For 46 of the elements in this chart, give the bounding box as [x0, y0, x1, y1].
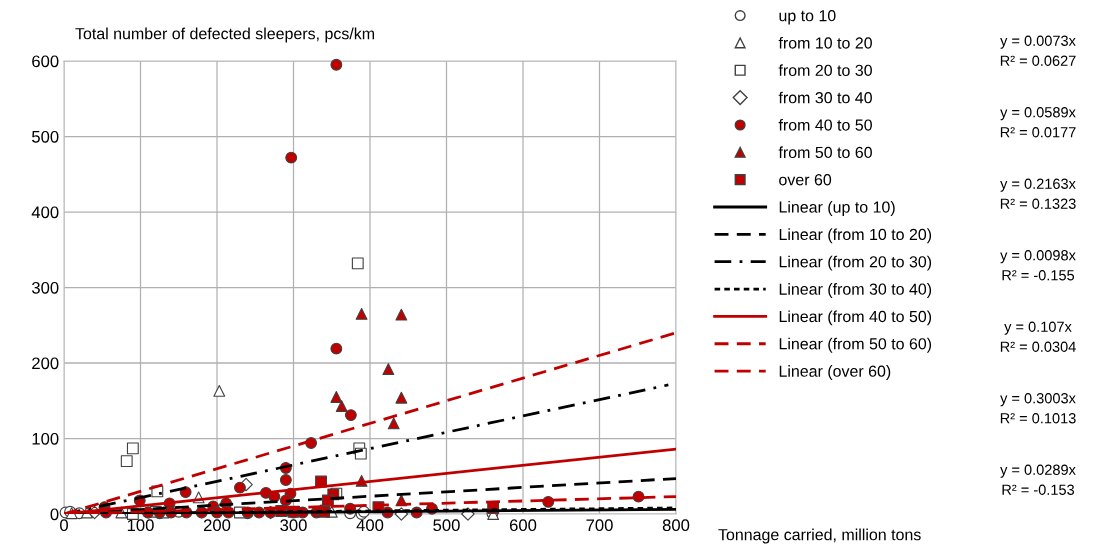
y-tick-label: 0	[50, 508, 59, 521]
text: R² = 0.1013	[1000, 413, 1076, 424]
legend-label: Linear (over 60)	[779, 365, 891, 380]
text: R² = 0.0627	[1000, 55, 1076, 66]
x-tick-label: 200	[203, 519, 231, 532]
y-tick-label: 200	[32, 357, 59, 370]
legend-label: from 40 to 50	[778, 118, 872, 131]
text: y = 0.3003x	[1000, 393, 1076, 407]
text: R² = -0.155	[1002, 270, 1075, 281]
x-tick-label: 0	[60, 519, 68, 532]
y-tick-label: 100	[32, 432, 59, 445]
legend-label: Linear (up to 10)	[779, 201, 895, 216]
x-tick-label: 700	[586, 519, 613, 532]
y-tick-label: 300	[31, 281, 59, 294]
text: y = 0.107x	[1004, 321, 1072, 335]
text: y = 0.2163x	[1000, 178, 1076, 192]
legend-label: up to 10	[779, 10, 836, 25]
y-axis-title: Total number of defected sleepers, pcs/km	[75, 27, 375, 43]
legend-label: Linear (from 40 to 50)	[779, 310, 932, 326]
y-tick-label: 600	[32, 55, 59, 68]
text: y = 0.0098x	[1000, 250, 1076, 264]
x-tick-label: 600	[509, 519, 537, 532]
legend-label: from 50 to 60	[778, 146, 872, 159]
legend-label: Linear (from 10 to 20)	[779, 228, 932, 244]
x-tick-label: 800	[662, 519, 690, 532]
y-tick-label: 400	[31, 206, 59, 219]
text: R² = 0.0304	[1000, 341, 1076, 352]
x-tick-label: 300	[280, 519, 307, 532]
text: y = 0.0589x	[1000, 107, 1076, 121]
legend-label: Linear (from 30 to 40)	[779, 283, 932, 298]
x-tick-label: 100	[127, 519, 154, 532]
y-tick-label: 500	[32, 130, 59, 143]
text: y = 0.0073x	[1000, 35, 1076, 49]
legend-label: from 10 to 20	[778, 36, 872, 49]
x-tick-label: 500	[433, 519, 460, 532]
text: R² = 0.0177	[1000, 127, 1076, 138]
legend-label: from 20 to 30	[778, 64, 872, 77]
text: R² = -0.153	[1002, 484, 1075, 495]
legend-label: over 60	[779, 174, 832, 186]
legend-label: from 30 to 40	[778, 91, 872, 104]
text: R² = 0.1323	[1000, 198, 1076, 209]
legend-label: Linear (from 50 to 60)	[779, 337, 932, 353]
text: y = 0.0289x	[1000, 464, 1076, 478]
x-axis-title: Tonnage carried, million tons	[718, 528, 921, 544]
legend-label: Linear (from 20 to 30)	[779, 255, 932, 271]
x-tick-label: 400	[356, 519, 384, 532]
